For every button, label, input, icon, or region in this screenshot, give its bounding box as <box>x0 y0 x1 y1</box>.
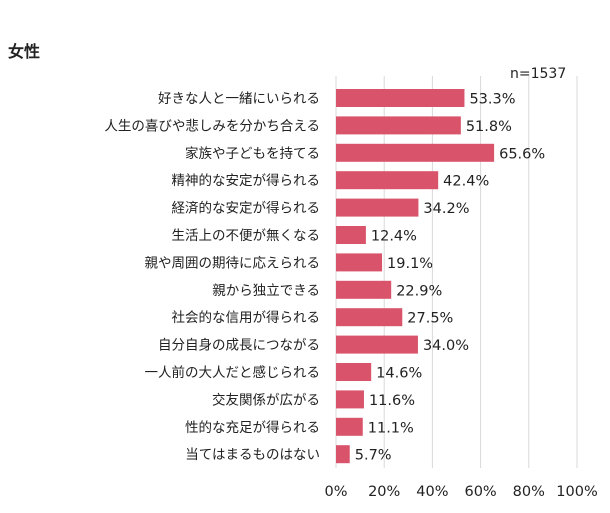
bar <box>336 335 418 354</box>
bar <box>336 116 461 135</box>
bar <box>336 390 364 409</box>
value-label: 14.6% <box>376 366 422 382</box>
value-label: 22.9% <box>396 283 442 299</box>
bar <box>336 280 392 299</box>
value-label: 19.1% <box>387 256 433 272</box>
category-label: 交友関係が広がる <box>212 391 320 408</box>
category-label: 好きな人と一緒にいられる <box>158 91 320 107</box>
sample-size-annotation: n=1537 <box>510 66 567 82</box>
bar <box>336 143 495 162</box>
bar <box>336 417 363 436</box>
bar <box>336 198 419 217</box>
value-label: 27.5% <box>407 311 453 327</box>
category-label: 当てはまるものはない <box>185 447 320 463</box>
bar <box>336 226 366 244</box>
category-label: 一人前の大人だと感じられる <box>145 364 321 381</box>
value-label: 34.2% <box>423 201 469 217</box>
value-label: 11.1% <box>368 420 414 436</box>
value-label: 42.4% <box>443 174 489 190</box>
category-label: 性的な充足が得られる <box>185 419 320 436</box>
value-label: 53.3% <box>469 92 515 108</box>
bar <box>336 363 372 381</box>
category-label: 精神的な安定が得られる <box>172 172 321 189</box>
category-label: 経済的な安定が得られる <box>172 200 321 217</box>
value-label: 12.4% <box>371 229 417 245</box>
x-tick-label: 0% <box>324 484 347 500</box>
category-label: 親や周囲の期待に応えられる <box>145 255 321 271</box>
category-label: 生活上の不便が無くなる <box>172 228 321 244</box>
category-label: 人生の喜びや悲しみを分かち合える <box>104 117 320 134</box>
category-label: 家族や子どもを持てる <box>185 145 320 162</box>
chart-title: 女性 <box>8 42 41 61</box>
category-label: 社会的な信用が得られる <box>172 309 321 326</box>
x-tick-label: 20% <box>368 484 400 500</box>
value-label: 65.6% <box>499 146 545 162</box>
bar <box>336 171 439 190</box>
x-tick-label: 40% <box>416 484 448 500</box>
bar <box>336 445 350 464</box>
value-label: 11.6% <box>369 393 415 409</box>
category-label: 自分自身の成長につながる <box>158 338 320 354</box>
bar <box>336 253 383 272</box>
x-tick-label: 60% <box>464 484 496 500</box>
category-label: 親から独立できる <box>212 283 320 299</box>
bar <box>336 89 465 107</box>
value-label: 5.7% <box>355 448 392 464</box>
value-label: 34.0% <box>423 338 469 354</box>
x-tick-label: 100% <box>556 484 597 500</box>
bar <box>336 308 403 327</box>
value-label: 51.8% <box>466 119 512 135</box>
x-tick-label: 80% <box>513 484 545 500</box>
